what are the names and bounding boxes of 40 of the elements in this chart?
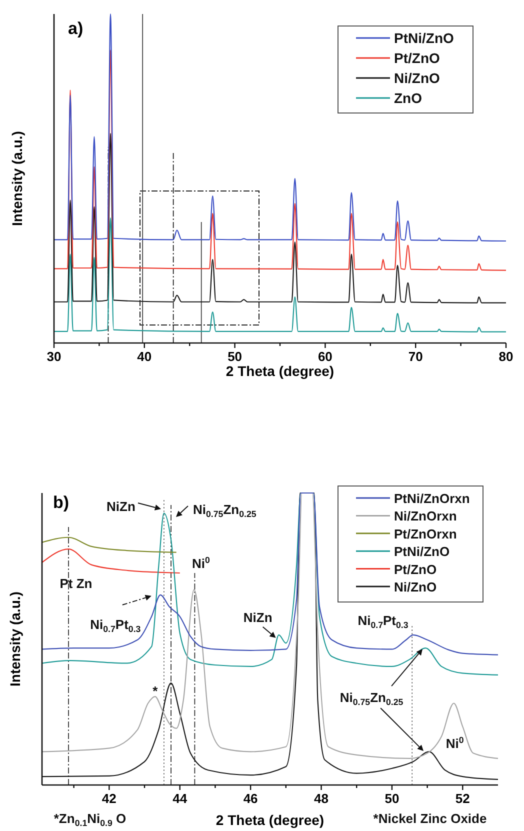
legend-label: PtNi/ZnO	[394, 544, 450, 560]
legend-label: ZnO	[394, 90, 422, 106]
x-tick-label: 80	[498, 349, 514, 364]
chart-title: a)	[68, 19, 84, 38]
x-tick-label: 44	[172, 791, 188, 806]
legend-label: Pt/ZnOrxn	[394, 526, 457, 542]
legend-label: Ni/ZnO	[394, 580, 437, 594]
x-tick-label: 46	[243, 791, 258, 806]
ref-line-label: Pt Zn	[60, 576, 92, 591]
x-tick-label: 30	[46, 349, 62, 364]
annotation: Ni$^{0}$	[446, 735, 464, 752]
y-axis-title: Intensity (a.u.)	[9, 131, 25, 226]
x-tick-label: 52	[455, 791, 470, 806]
annotation: Ni$_{0.7}$Pt$_{0.3}$	[90, 616, 141, 634]
legend-label: Pt/ZnO	[394, 50, 440, 66]
x-tick-label: 50	[384, 791, 400, 806]
x-tick-label: 70	[408, 349, 423, 364]
legend-label: Ni/ZnOrxn	[394, 508, 457, 524]
x-axis-title: 2 Theta (degree)	[216, 812, 324, 828]
x-tick-label: 48	[314, 791, 328, 806]
annotation: Ni$_{0.75}$Zn$_{0.25}$	[340, 690, 404, 707]
legend-label: PtNi/ZnOrxn	[394, 491, 470, 506]
legend-label: PtNi/ZnO	[394, 30, 454, 46]
annotation: *	[152, 684, 159, 699]
legend-label: Pt/ZnO	[394, 562, 437, 577]
annotation: NiZn	[243, 610, 272, 625]
x-tick-label: 42	[102, 791, 116, 806]
text: *Zn$_{0.1}$Ni$_{0.9}$ O	[54, 811, 126, 828]
ref-line-label: Ni$_{0.7}$Pt$_{0.3}$	[358, 613, 408, 630]
legend-label: Ni/ZnO	[394, 70, 440, 86]
x-tick-label: 50	[228, 349, 242, 364]
ref-line-label: NiZn	[106, 499, 136, 514]
text: *Nickel Zinc Oxide	[373, 811, 487, 826]
ref-line-label: Ni$^{0}$	[192, 555, 210, 571]
x-axis-title: 2 Theta (degree)	[226, 363, 334, 379]
x-tick-label: 60	[318, 349, 332, 364]
chart-title: b)	[53, 493, 70, 512]
y-axis-title: Intensity (a.u.)	[7, 592, 23, 686]
ref-line-label: Ni$_{0.75}$Zn$_{0.25}$	[193, 502, 256, 519]
x-tick-label: 40	[137, 349, 152, 364]
